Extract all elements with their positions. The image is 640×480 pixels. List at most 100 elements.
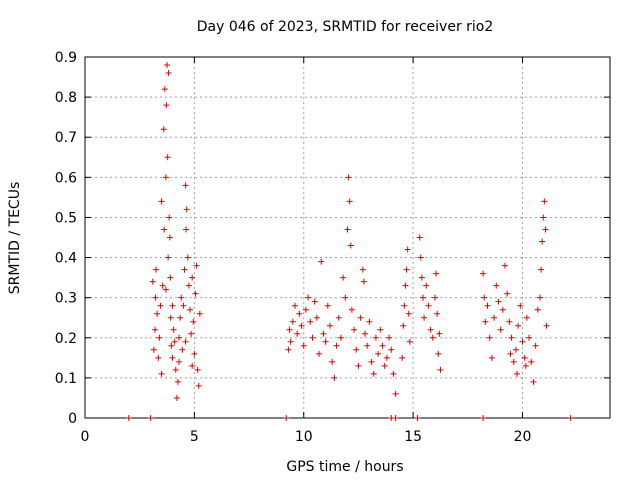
data-point <box>345 174 352 181</box>
data-point <box>523 314 530 321</box>
data-point <box>541 198 548 205</box>
data-point <box>401 302 408 309</box>
data-point <box>177 314 184 321</box>
data-point <box>296 310 303 317</box>
data-point <box>379 342 386 349</box>
data-point <box>534 306 541 313</box>
data-point <box>307 318 314 325</box>
data-point <box>162 174 169 181</box>
data-point <box>499 306 506 313</box>
y-tick-label: 0.3 <box>55 291 77 307</box>
data-point <box>176 358 183 365</box>
data-point <box>418 274 425 281</box>
data-point <box>167 314 174 321</box>
y-tick-label: 0.2 <box>55 331 77 347</box>
data-point <box>528 358 535 365</box>
data-point <box>372 334 379 341</box>
data-point <box>403 266 410 273</box>
data-point <box>152 326 158 333</box>
y-tick-label: 0.6 <box>55 170 77 186</box>
data-point <box>149 278 156 285</box>
x-tick-label: 15 <box>404 429 422 445</box>
data-point <box>174 378 181 385</box>
data-point <box>344 226 351 233</box>
data-point <box>180 302 187 309</box>
data-point <box>502 262 508 269</box>
data-point <box>386 334 393 341</box>
data-point <box>158 198 165 205</box>
data-point <box>283 415 290 421</box>
data-point <box>342 294 349 301</box>
data-point <box>484 302 491 309</box>
data-point <box>189 274 196 281</box>
data-point <box>298 322 305 329</box>
data-point <box>399 354 406 361</box>
data-point <box>162 286 169 293</box>
data-point <box>417 254 424 261</box>
data-point <box>482 318 489 325</box>
data-point <box>150 346 157 353</box>
data-point <box>340 274 347 281</box>
y-tick-label: 0.8 <box>55 90 77 106</box>
data-point <box>543 322 550 329</box>
chart-title: Day 046 of 2023, SRMTID for receiver rio… <box>197 19 494 35</box>
data-point <box>194 366 201 373</box>
data-point <box>171 338 178 345</box>
data-point <box>370 370 377 377</box>
data-point <box>294 330 301 337</box>
data-point <box>169 354 176 361</box>
data-point <box>514 370 521 377</box>
y-axis-label: SRMTID / TECUs <box>7 182 23 295</box>
x-tick-label: 0 <box>81 429 90 445</box>
data-point <box>359 266 366 273</box>
data-point <box>540 214 547 221</box>
data-point <box>329 358 336 365</box>
data-point <box>521 354 528 361</box>
data-point <box>190 318 197 325</box>
data-point <box>526 334 533 341</box>
y-tick-label: 0.7 <box>55 130 77 146</box>
data-point <box>423 282 430 289</box>
data-point <box>355 362 362 369</box>
data-point <box>302 306 309 313</box>
data-point <box>512 346 519 353</box>
x-tick-label: 10 <box>295 429 313 445</box>
data-point <box>309 334 316 341</box>
data-point <box>480 270 487 277</box>
data-point <box>360 278 367 285</box>
data-point <box>538 266 545 273</box>
data-point <box>433 270 440 277</box>
data-point <box>435 350 442 357</box>
data-point <box>158 370 165 377</box>
data-point <box>414 415 421 421</box>
data-point <box>351 326 358 333</box>
data-point <box>532 342 539 349</box>
data-point <box>488 354 495 361</box>
data-point <box>421 314 428 321</box>
data-point <box>153 266 160 273</box>
data-point <box>515 322 522 329</box>
data-point <box>517 302 524 309</box>
data-point <box>495 298 502 305</box>
data-point <box>322 338 329 345</box>
data-point <box>383 354 390 361</box>
data-point <box>402 282 409 289</box>
data-point <box>510 358 517 365</box>
data-point <box>285 346 292 353</box>
data-point <box>182 338 189 345</box>
data-point <box>353 346 360 353</box>
data-point <box>178 294 185 301</box>
data-point <box>405 310 412 317</box>
data-point <box>125 415 132 421</box>
data-point <box>183 226 190 233</box>
data-point <box>416 234 423 241</box>
data-point <box>188 330 195 337</box>
data-point <box>313 314 320 321</box>
data-point <box>427 326 434 333</box>
data-point <box>179 346 186 353</box>
y-tick-label: 0 <box>68 411 77 427</box>
data-point <box>165 70 172 77</box>
data-point <box>362 330 368 337</box>
data-point <box>392 415 399 421</box>
data-point <box>182 182 189 189</box>
